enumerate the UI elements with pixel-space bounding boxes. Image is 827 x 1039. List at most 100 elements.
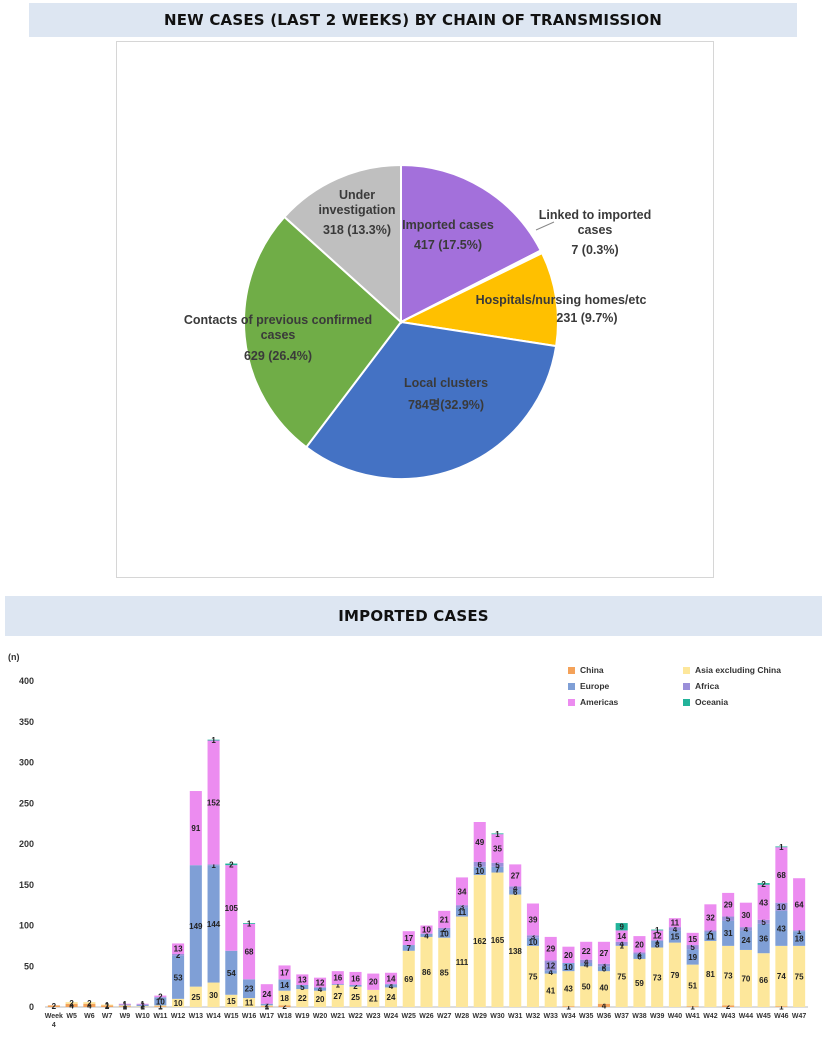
bar-segment-africa [526,935,539,938]
bar-data-label: 2 [52,1002,57,1011]
bar-segment-china [597,1003,610,1007]
bar-segment-americas [597,941,610,964]
legend-swatch [683,699,690,706]
bar-data-label: 10 [440,930,449,939]
svg-text:Local clusters: Local clusters [404,376,488,390]
bar-data-label: 1 [123,1002,128,1011]
bar-segment-europe [473,866,486,875]
bar-data-label: 14 [387,974,396,983]
pie-chart-panel: Imported cases 417 (17.5%) Linked to impor… [116,41,714,578]
bar-data-label: 24 [741,936,750,945]
bar-data-label: 31 [724,929,733,938]
bar-segment-china [278,1005,291,1007]
bar-data-label: 8 [655,940,660,949]
bar-data-label: 11 [671,919,680,928]
bar-data-label: 2 [140,1001,145,1010]
x-tick-label: W24 [384,1013,399,1020]
bar-segment-asia-excluding-china [314,990,327,1007]
x-tick-label: W5 [66,1013,77,1020]
bar-data-label: 24 [262,990,271,999]
bar-data-label: 4 [584,961,589,970]
bar-data-label: 68 [245,948,254,957]
x-tick-label: W47 [792,1013,807,1020]
x-tick-label: W22 [348,1013,363,1020]
bar-segment-europe [154,997,167,1006]
pie-value-hospitals-nursing-homes-etc: 231 (9.7%) [556,311,617,325]
bar-segment-americas [739,902,752,928]
x-tick-label: W26 [419,1013,434,1020]
pie-value-imported-cases: 417 (17.5%) [414,238,482,252]
bar-segment-americas [314,977,327,988]
bar-data-label: 4 [602,1001,607,1010]
bar-segment-asia-excluding-china [509,894,522,1007]
bar-data-label: 24 [387,993,396,1002]
y-tick-label: 400 [19,676,34,686]
svg-text:Contacts of previous confirmed: Contacts of previous confirmed [184,313,372,327]
bar-segment-asia-excluding-china [118,1005,131,1007]
bar-segment-africa [455,905,469,908]
bar-data-label: 10 [422,926,431,935]
bar-data-label: 4 [69,1001,74,1010]
bar-segment-asia-excluding-china [473,874,486,1007]
bar-segment-asia-excluding-china [189,986,202,1008]
bar-segment-americas [154,995,167,998]
y-tick-label: 350 [19,717,34,727]
svg-text:Imported cases: Imported cases [402,218,494,232]
bar-data-label: 10 [529,938,538,947]
bar-segment-americas [207,740,220,865]
bar-segment-asia-excluding-china [65,1002,78,1004]
bar-data-label: 10 [475,867,484,876]
pie-value-under-investigation: 318 (13.3%) [323,223,391,237]
bar-data-label: 1 [619,941,624,950]
bar-segment-europe [651,940,664,948]
bar-data-label: 3 [602,961,607,970]
y-tick-label: 50 [24,961,34,971]
bar-segment-asia-excluding-china [544,973,557,1007]
bar-data-label: 2 [726,1002,731,1011]
bar-data-label: 1 [797,927,802,936]
bar-segment-europe [526,937,539,946]
bar-segment-oceania [757,883,770,885]
bar-data-label: 1 [123,1000,128,1009]
bar-segment-americas [509,864,522,887]
bar-data-label: 70 [741,974,750,983]
bar-segment-americas [225,865,238,951]
bar-data-label: 4 [619,939,624,948]
y-tick-label: 250 [19,798,34,808]
x-tick-label: W39 [650,1013,665,1020]
bar-chart-panel: (n) 0 50 100 150 200 250 300 350 400 2 Week 4 4 2 W5 4 2 W… [0,646,827,1034]
bar-segment-americas [686,932,699,946]
bar-data-label: 4 [744,925,749,934]
bar-segment-africa [615,941,628,946]
x-tick-label: W33 [544,1013,559,1020]
bar-data-label: 27 [333,992,342,1001]
bar-segment-china [118,1006,131,1007]
bar-segment-asia-excluding-china [136,1006,149,1007]
bar-data-label: 51 [688,981,697,990]
bar-segment-europe [491,866,504,873]
bar-data-label: 43 [759,898,768,907]
bar-segment-asia-excluding-china [793,945,806,1007]
bar-data-label: 79 [670,971,679,980]
bar-segment-americas [544,936,557,961]
bar-data-label: 73 [724,972,733,981]
bar-segment-europe [225,950,238,995]
bar-segment-africa [722,916,735,921]
bar-segment-americas [722,892,735,917]
svg-text:Hospitals/nursing homes/etc: Hospitals/nursing homes/etc [476,293,647,307]
y-tick-label: 300 [19,758,34,768]
bar-segment-americas [136,1003,149,1005]
legend-item-africa: Africa [683,681,719,691]
bar-segment-africa [633,952,646,955]
bar-data-label: 18 [795,935,804,944]
bar-segment-africa [597,963,610,967]
bar-data-label: 91 [191,824,200,833]
bar-segment-europe [420,933,433,937]
bar-segment-europe [562,962,575,972]
legend-item-asia-excluding-china: Asia excluding China [683,665,781,675]
bar-data-label: 10 [777,903,786,912]
bar-data-label: 2 [353,982,358,991]
bar-segment-asia-excluding-china [757,953,770,1007]
bar-segment-china [101,1005,114,1007]
